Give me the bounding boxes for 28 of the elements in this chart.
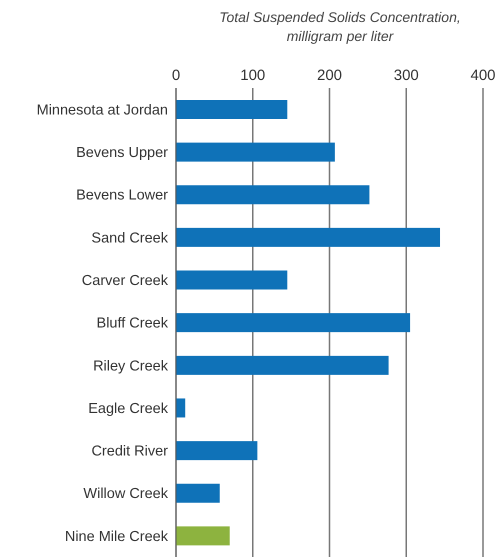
y-tick-label: Carver Creek	[82, 273, 169, 290]
y-tick-label: Sand Creek	[91, 230, 169, 246]
y-tick-label: Eagle Creek	[88, 400, 169, 417]
bar	[176, 185, 370, 204]
y-tick-label: Minnesota at Jordan	[36, 102, 168, 118]
x-tick-label: 200	[316, 67, 342, 84]
bar	[176, 270, 288, 290]
x-axis-title: Total Suspended Solids Concentration, milligram per liter	[218, 8, 462, 46]
bar	[176, 398, 186, 418]
bar	[176, 441, 258, 460]
bar	[176, 100, 288, 119]
bar	[176, 142, 335, 162]
bar	[176, 356, 389, 375]
bar	[176, 484, 220, 503]
x-tick-label: 300	[394, 67, 419, 84]
x-tick-label: 0	[172, 67, 180, 84]
y-tick-label: Riley Creek	[93, 358, 169, 374]
bar	[176, 313, 410, 332]
y-tick-label: Nine Mile Creek	[64, 528, 169, 545]
x-tick-label: 100	[240, 67, 266, 84]
y-tick-label: Bevens Upper	[76, 145, 168, 162]
bar	[176, 526, 230, 546]
y-tick-label: Willow Creek	[83, 486, 169, 502]
y-tick-label: Bluff Creek	[96, 316, 169, 332]
bar	[176, 228, 440, 247]
y-tick-label: Bevens Lower	[76, 188, 168, 204]
y-tick-label: Credit River	[91, 444, 168, 460]
x-tick-label: 400	[470, 67, 496, 84]
